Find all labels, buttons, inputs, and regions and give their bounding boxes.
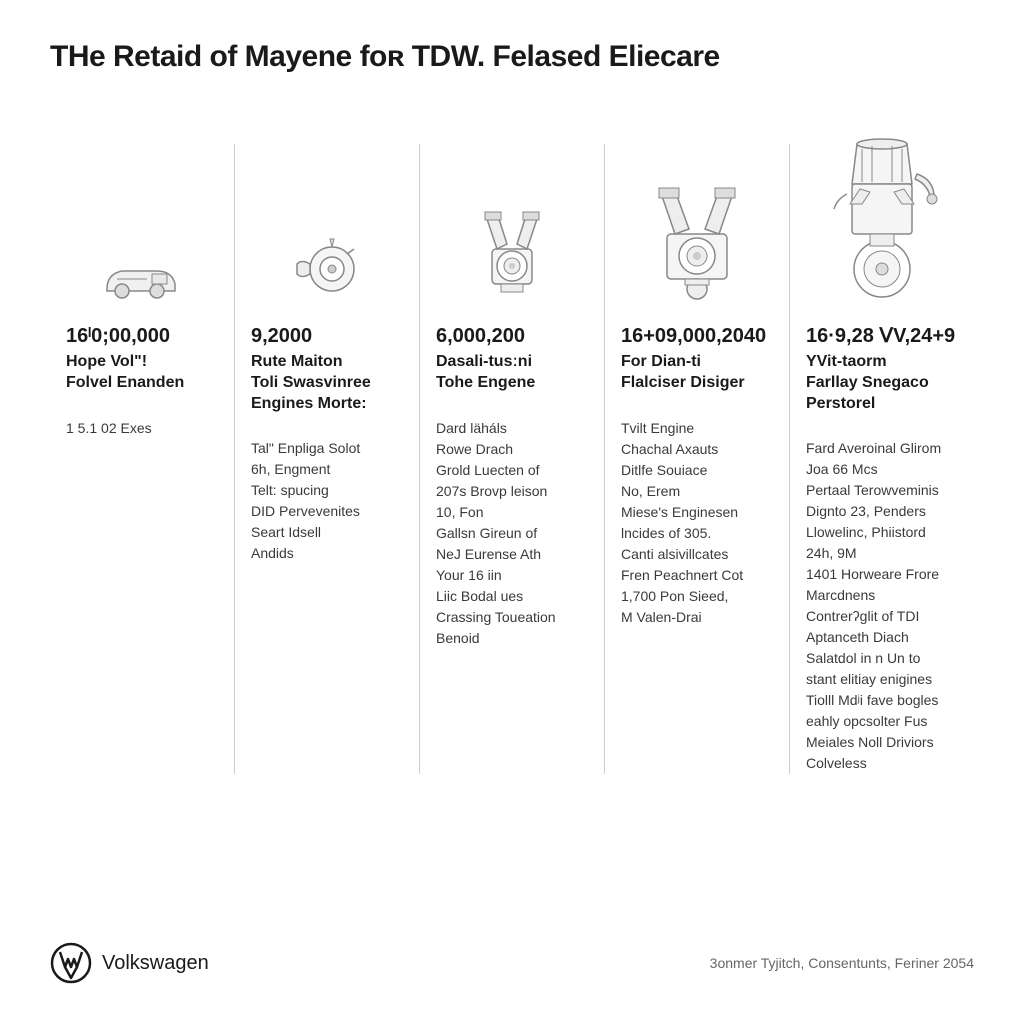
credits: 3onmer Tyjitch, Consentunts, Feriner 205… bbox=[710, 955, 974, 971]
column-5: 16·9,28 ⅤV,24+9 YVit-taorm Farllay Snega… bbox=[790, 144, 974, 774]
engine-block-icon bbox=[637, 174, 757, 304]
icon-area-5 bbox=[806, 144, 958, 324]
column-2: 9,2000 Rute Maiton Toli Swasvinree Engin… bbox=[235, 144, 420, 774]
stat-3: 6,000,200 bbox=[436, 324, 588, 348]
stat-4: 16+09,000,2040 bbox=[621, 324, 773, 348]
description-2: Tal" Enpliga Solot 6h, Engment Telt: spu… bbox=[251, 438, 403, 564]
label2-2: Toli Swasvinree Engines Morte: bbox=[251, 373, 403, 415]
description-5: Fard Averoinal Glirom Joa 66 Mcs Pertaal… bbox=[806, 438, 958, 774]
stat-1: 16ˡ0;00,000 bbox=[66, 324, 218, 348]
column-1: 16ˡ0;00,000 Hope Vol"! Folvel Enanden 1 … bbox=[50, 144, 235, 774]
columns-container: 16ˡ0;00,000 Hope Vol"! Folvel Enanden 1 … bbox=[50, 144, 974, 774]
label2-1: Folvel Enanden bbox=[66, 373, 218, 394]
engine-v-icon bbox=[457, 194, 567, 304]
label2-4: Flalciser Disiger bbox=[621, 373, 773, 394]
vw-logo-icon bbox=[50, 942, 92, 984]
icon-area-3 bbox=[436, 144, 588, 324]
column-3: 6,000,200 Dasali-tusːni Tohe Engene Dard… bbox=[420, 144, 605, 774]
brand-name: Volkswagen bbox=[102, 952, 209, 975]
footer: Volkswagen 3onmer Tyjitch, Consentunts, … bbox=[50, 942, 974, 984]
label2-3: Tohe Engene bbox=[436, 373, 588, 394]
page-title: THe Retaid of Mayene fᴏʀ TDW. Felased El… bbox=[50, 40, 974, 74]
icon-area-2 bbox=[251, 144, 403, 324]
label1-3: Dasali-tusːni bbox=[436, 352, 588, 373]
label1-4: For Dian-ti bbox=[621, 352, 773, 373]
icon-area-4 bbox=[621, 144, 773, 324]
label1-1: Hope Vol"! bbox=[66, 352, 218, 373]
car-icon bbox=[97, 259, 187, 304]
large-engine-icon bbox=[812, 134, 952, 304]
icon-area-1 bbox=[66, 144, 218, 324]
label2-5: Farllay Snegaco Perstorel bbox=[806, 373, 958, 415]
stat-2: 9,2000 bbox=[251, 324, 403, 348]
stat-5: 16·9,28 ⅤV,24+9 bbox=[806, 324, 958, 348]
description-4: Tvilt Engine Chachal Axauts Ditlfe Souia… bbox=[621, 418, 773, 628]
description-3: Dard läháls Rowe Drach Grold Luecten of … bbox=[436, 418, 588, 649]
description-1: 1 5.1 02 Exes bbox=[66, 418, 218, 439]
label1-2: Rute Maiton bbox=[251, 352, 403, 373]
label1-5: YVit-taorm bbox=[806, 352, 958, 373]
column-4: 16+09,000,2040 For Dian-ti Flalciser Dis… bbox=[605, 144, 790, 774]
brand: Volkswagen bbox=[50, 942, 209, 984]
turbo-icon bbox=[282, 224, 372, 304]
